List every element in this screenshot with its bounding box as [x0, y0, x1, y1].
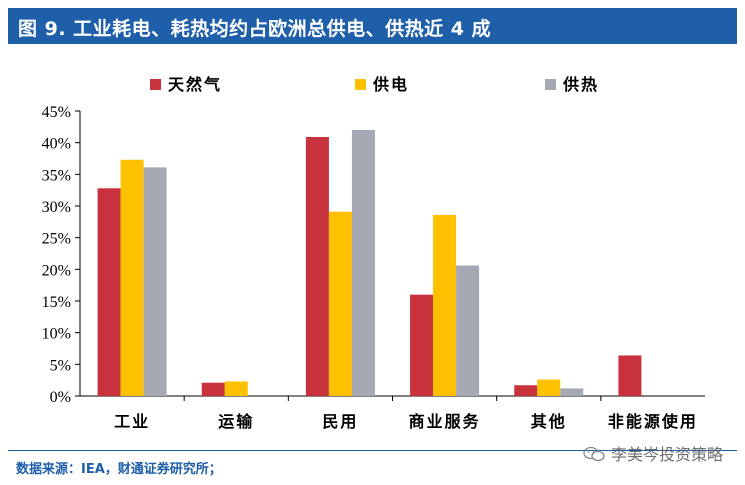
footer-divider: [8, 450, 737, 451]
y-tick-label: 20%: [42, 262, 71, 279]
bar-3: [560, 388, 584, 396]
x-tick-label: 工业: [114, 412, 150, 431]
bar-1: [514, 385, 538, 396]
y-tick-label: 0%: [50, 389, 71, 406]
x-tick-label: 商业服务: [409, 412, 481, 431]
figure-title-bar: 图 9. 工业耗电、耗热均约占欧洲总供电、供热近 4 成: [8, 8, 737, 44]
bar-3: [143, 167, 167, 396]
y-tick-label: 15%: [42, 294, 71, 311]
y-tick-label: 25%: [42, 231, 71, 248]
bar-3: [351, 130, 375, 396]
bar-2: [433, 214, 457, 396]
watermark: 李美岑投资策略: [583, 441, 723, 465]
watermark-text: 李美岑投资策略: [610, 445, 723, 464]
figure-title: 图 9. 工业耗电、耗热均约占欧洲总供电、供热近 4 成: [18, 18, 492, 40]
wechat-icon: [583, 446, 605, 462]
bar-1: [618, 355, 642, 396]
bar-2: [224, 381, 248, 396]
bar-1: [201, 382, 225, 396]
bar-chart: 0% 5% 10% 15% 20% 25% 30% 35% 40% 45% 工业 运输 民用 商业服务 其他…: [42, 75, 705, 431]
bar-1: [410, 294, 434, 396]
x-tick-label: 运输: [218, 412, 254, 431]
legend-swatch-1: [150, 79, 161, 90]
y-tick-label: 45%: [42, 104, 71, 121]
x-tick-label: 民用: [322, 412, 358, 431]
legend-label-1: 天然气: [168, 75, 222, 94]
y-tick-label: 30%: [42, 199, 71, 216]
legend-label-3: 供热: [562, 75, 599, 94]
bar-3: [456, 265, 480, 396]
legend-label-2: 供电: [372, 75, 409, 94]
source-note: 数据来源：IEA，财通证券研究所；: [16, 462, 222, 477]
bar-1: [305, 136, 329, 396]
y-tick-label: 35%: [42, 167, 71, 184]
y-tick-label: 40%: [42, 136, 71, 153]
x-tick-label: 非能源使用: [608, 412, 698, 431]
x-tick-label: 其他: [531, 412, 567, 431]
bar-1: [97, 188, 121, 396]
legend-swatch-3: [545, 79, 556, 90]
bar-2: [328, 211, 352, 396]
bar-2: [120, 159, 144, 396]
y-tick-label: 5%: [50, 357, 71, 374]
bar-2: [537, 379, 561, 396]
y-tick-label: 10%: [42, 326, 71, 343]
legend-swatch-2: [355, 79, 366, 90]
